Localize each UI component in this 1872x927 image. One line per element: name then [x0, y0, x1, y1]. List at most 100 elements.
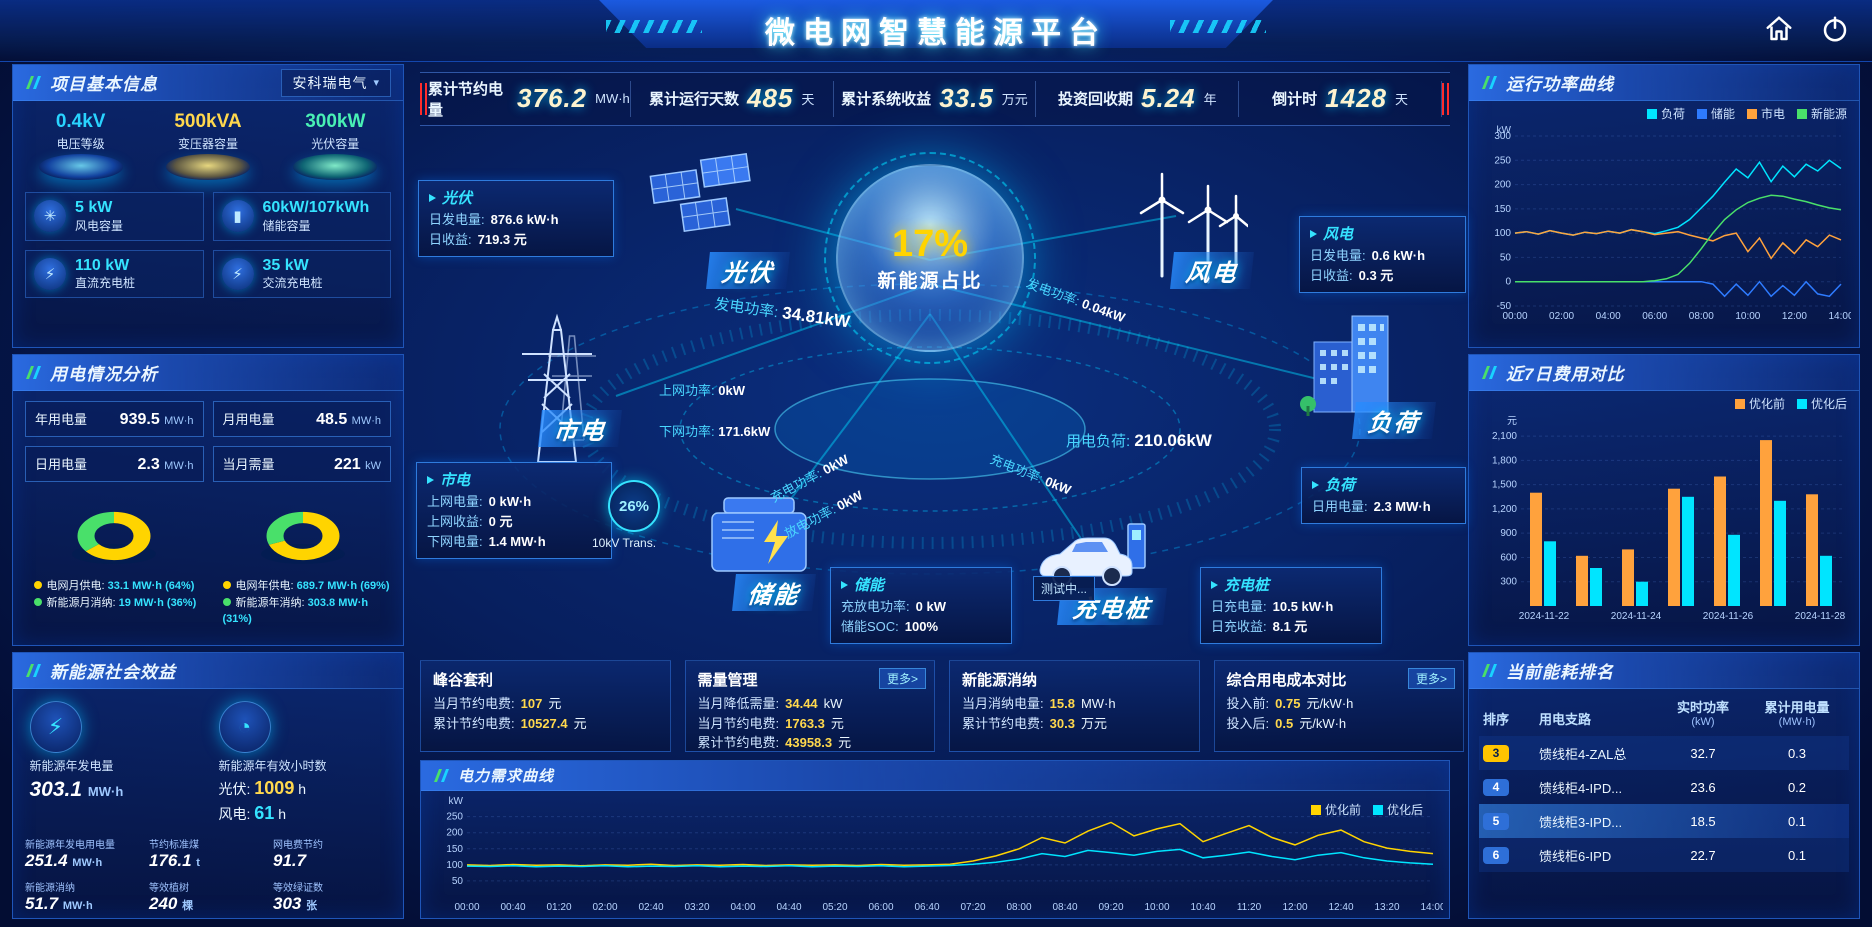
stat-value: 176.1: [149, 851, 192, 870]
kpi-saved-energy: 累计节约电量 376.2 MW·h: [428, 80, 631, 119]
kpi-unit: 天: [1395, 92, 1409, 108]
svg-text:08:40: 08:40: [1052, 902, 1077, 913]
stat-unit: MW·h: [72, 857, 103, 869]
home-icon[interactable]: [1764, 14, 1794, 44]
benefit-stat: 网电费节约 91.7: [273, 836, 391, 871]
ranking-table: 排序 用电支路 实时功率 (kW) 累计用电量 (MW·h) 3 馈线柜4-ZAL总…: [1469, 689, 1859, 878]
svg-text:00:40: 00:40: [500, 902, 525, 913]
top-bar: 微电网智慧能源平台: [0, 0, 1872, 62]
year-donut-chart: [215, 490, 391, 578]
stat-label: 当月需量: [222, 457, 275, 472]
legend-value: 303.8 MW·h (31%): [222, 596, 369, 626]
gauge-pv-capacity: 300kW 光伏容量: [276, 111, 394, 180]
stat-unit: MW·h: [164, 460, 194, 472]
total-energy: 0.1: [1787, 847, 1807, 863]
offtake-power-flow: 下网功率: 171.6kW: [659, 424, 771, 439]
item-value: 110 kW: [75, 256, 130, 274]
kpi-unit: 年: [1203, 92, 1217, 108]
table-row[interactable]: 4 馈线柜4-IPD... 23.6 0.2: [1479, 770, 1849, 804]
svg-text:02:40: 02:40: [638, 902, 663, 913]
svg-text:2,100: 2,100: [1492, 431, 1517, 442]
capacity-items: ✳ 5 kW 风电容量 ▮ 60kW/107kWh 储能容量 ⚡ 110 kW …: [13, 182, 403, 308]
annual-generation: ⚡ 新能源年发电量 303.1 MW·h: [29, 701, 198, 824]
card-title: 新能源消纳: [962, 672, 1038, 689]
svg-text:13:20: 13:20: [1374, 902, 1399, 913]
stat-label: 新能源年发电用电量: [25, 840, 115, 851]
usage-stats: 年用电量 939.5 MW·h 月用电量 48.5 MW·h 日用电量 2.3 …: [13, 391, 403, 486]
wind-hours-unit: h: [278, 806, 286, 822]
energy-flow-visualization: 17% 新能源占比: [416, 134, 1466, 654]
benefit-stats: 新能源年发电用电量 251.4 MW·h 节约标准煤 176.1 t 网电费节约…: [13, 830, 403, 918]
gauge-transformer: 500kVA 变压器容量: [149, 111, 267, 180]
chevron-down-icon: ▾: [373, 77, 380, 89]
clock-icon: ◔: [218, 701, 271, 753]
run-power-panel: 运行功率曲线 负荷 储能 市电 新能源 -50 0 50 100 150 200 250 300 00…: [1468, 64, 1860, 348]
svg-text:12:00: 12:00: [1782, 311, 1807, 322]
svg-text:06:00: 06:00: [1642, 311, 1667, 322]
stat-value: 51.7: [25, 894, 59, 913]
card-title: 峰谷套利: [433, 672, 494, 689]
panel-title: 项目基本信息: [50, 75, 158, 94]
svg-text:300: 300: [1500, 577, 1517, 588]
renewable-dot: [33, 597, 42, 606]
kpi-countdown: 倒计时 1428 天: [1239, 80, 1442, 118]
table-row[interactable]: 5 馈线柜3-IPD... 18.5 0.1: [1479, 804, 1849, 838]
gauge-label: 电压等级: [56, 137, 105, 151]
feature-label: 新能源年有效小时数: [218, 759, 327, 773]
branch-name: 馈线柜4-ZAL总: [1539, 746, 1627, 762]
row-value: 719.3 元: [477, 232, 527, 248]
wind-hours: 风电: 61 h: [219, 803, 287, 824]
storage-testing-tag: 测试中...: [1032, 576, 1095, 601]
panel-corner-icon: [26, 664, 41, 677]
legend-line: 电网月供电: 33.1 MW·h (64%): [33, 578, 202, 595]
load-power-flow: 用电负荷: 210.06kW: [1066, 431, 1212, 450]
kpi-label: 累计运行天数: [648, 91, 739, 109]
benefit-features: ⚡ 新能源年发电量 303.1 MW·h ◔ 新能源年有效小时数 光伏: 100…: [13, 689, 403, 830]
svg-text:1,500: 1,500: [1492, 480, 1517, 491]
table-row[interactable]: 3 馈线柜4-ZAL总 32.7 0.3: [1479, 736, 1849, 770]
panel-corner-icon: [1482, 664, 1497, 677]
legend-label: 电网年供电:: [235, 580, 294, 592]
year-donut-block: 电网年供电: 689.7 MW·h (69%) 新能源年消纳: 303.8 MW…: [215, 490, 391, 628]
row-label: 日发电量:: [429, 212, 485, 227]
svg-text:08:00: 08:00: [1006, 902, 1031, 913]
more-button[interactable]: 更多>: [1407, 668, 1455, 689]
legend-item: 新能源: [1796, 105, 1847, 122]
cost-compare-panel: 近7日费用对比 优化前 优化后 300 600 900 1,200 1,500 1,800 2…: [1468, 354, 1860, 646]
renewable-share-hub: 17% 新能源占比: [824, 152, 1036, 364]
realtime-power: 23.6: [1690, 779, 1716, 795]
storage-node-label: 储能: [732, 574, 816, 611]
pv-hours-unit: h: [298, 781, 307, 797]
benefit-stat: 新能源年发电用电量 251.4 MW·h: [25, 836, 143, 871]
row-label: 上网电量:: [427, 494, 483, 509]
gauge-disc: [38, 154, 123, 180]
run-power-chart: -50 0 50 100 150 200 250 300 00:00 02:00 04:00 06:0…: [1475, 124, 1851, 322]
building-load-icon: [1300, 315, 1389, 416]
card-title: 综合用电成本对比: [1226, 672, 1347, 689]
kpi-unit: MW·h: [595, 91, 630, 107]
gauge-value: 0.4kV: [55, 111, 106, 132]
month-donut-legend: 电网月供电: 33.1 MW·h (64%) 新能源月消纳: 19 MW·h (…: [26, 578, 202, 611]
svg-text:14:00: 14:00: [1828, 311, 1851, 322]
cost-compare-header: 近7日费用对比: [1469, 355, 1859, 391]
rank-badge: 4: [1483, 778, 1509, 796]
company-select[interactable]: 安科瑞电气 ▾: [281, 68, 391, 97]
window-controls: [1764, 14, 1850, 44]
table-row[interactable]: 6 馈线柜6-IPD 22.7 0.1: [1479, 838, 1849, 872]
stat-value: 303: [273, 894, 302, 913]
donut-charts: 电网月供电: 33.1 MW·h (64%) 新能源月消纳: 19 MW·h (…: [13, 486, 403, 628]
usage-header: 用电情况分析: [13, 355, 403, 391]
power-icon[interactable]: [1820, 14, 1850, 44]
row-label: 日用电量:: [1312, 499, 1368, 514]
project-info-header: 项目基本信息 安科瑞电气 ▾: [13, 65, 403, 101]
svg-text:kW: kW: [449, 796, 464, 807]
more-button[interactable]: 更多>: [878, 668, 926, 689]
legend-line: 新能源年消纳: 303.8 MW·h (31%): [222, 595, 391, 628]
charger-info-box: 充电桩 日充电量: 10.5 kW·h 日充收益: 8.1 元: [1200, 567, 1382, 645]
battery-storage-icon: [711, 497, 807, 572]
stat-value: 251.4: [25, 851, 68, 870]
stat-value: 2.3: [137, 456, 160, 473]
legend-item: 优化后: [1372, 801, 1423, 818]
panel-title: 当前能耗排名: [1506, 663, 1614, 682]
svg-text:250: 250: [446, 812, 463, 823]
